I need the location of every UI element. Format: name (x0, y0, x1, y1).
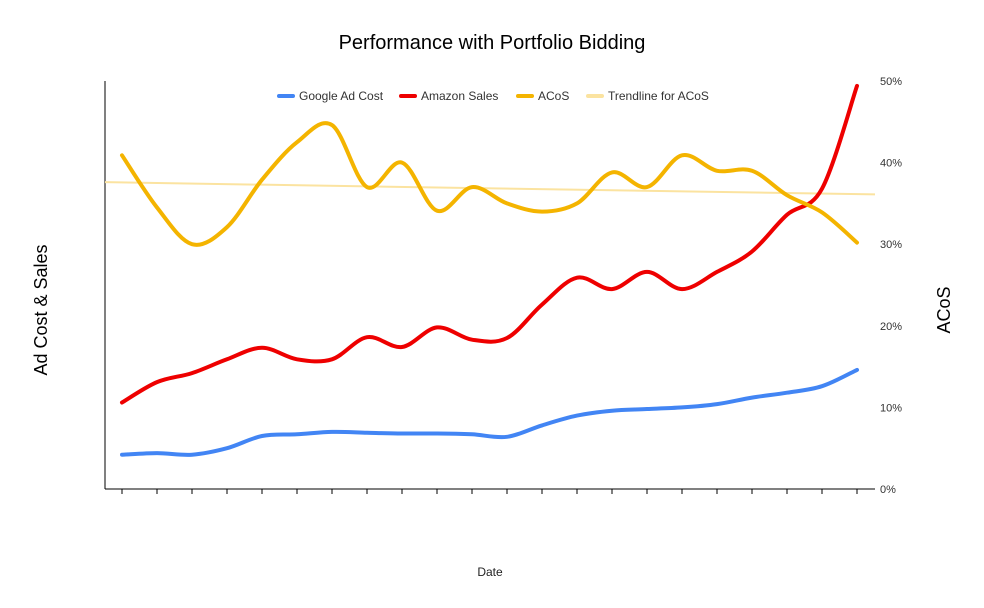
legend-label: ACoS (538, 89, 569, 103)
series-line-acos (120, 121, 859, 247)
legend-label: Google Ad Cost (299, 89, 384, 103)
series-line-trendline-acos (104, 181, 876, 196)
legend: Google Ad Cost Amazon Sales ACoS Trendline … (277, 89, 709, 103)
right-tick-label: 50% (880, 76, 902, 88)
right-tick-label: 10% (880, 402, 902, 414)
series-line-amazon-sales (120, 83, 859, 405)
axes (104, 81, 875, 490)
right-tick-label: 30% (880, 239, 902, 251)
series-line-google-ad-cost (120, 367, 859, 457)
legend-label: Amazon Sales (421, 89, 498, 103)
legend-label: Trendline for ACoS (608, 89, 709, 103)
chart-title: Performance with Portfolio Bidding (339, 32, 646, 54)
left-axis-title: Ad Cost & Sales (31, 244, 51, 375)
x-axis-ticks (121, 489, 858, 494)
x-axis-title: Date (477, 565, 503, 579)
series-layer (104, 83, 876, 457)
legend-item-google-ad-cost: Google Ad Cost (277, 89, 384, 103)
legend-item-trendline-acos: Trendline for ACoS (586, 89, 709, 103)
right-tick-label: 40% (880, 158, 902, 170)
legend-item-acos: ACoS (516, 89, 569, 103)
right-axis-ticks: 0% 10% 20% 30% 40% 50% (880, 76, 902, 496)
right-axis-title: ACoS (934, 286, 954, 333)
legend-item-amazon-sales: Amazon Sales (399, 89, 498, 103)
right-tick-label: 0% (880, 484, 896, 496)
right-tick-label: 20% (880, 321, 902, 333)
